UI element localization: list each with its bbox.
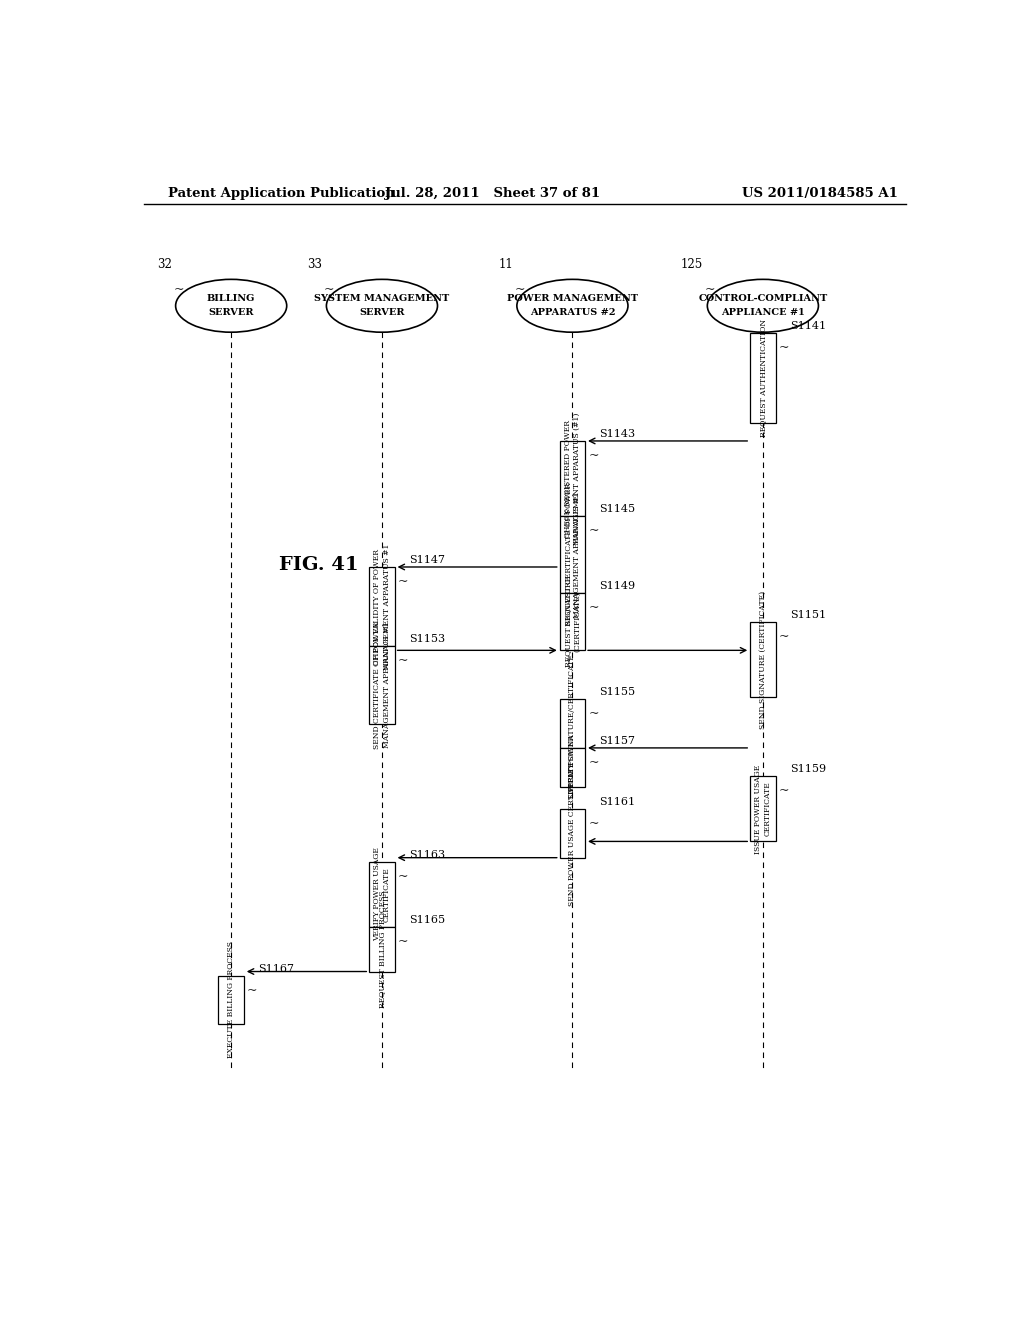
- Text: S1147: S1147: [409, 554, 445, 565]
- Text: APPLIANCE #1: APPLIANCE #1: [721, 309, 805, 317]
- Text: ~: ~: [397, 576, 409, 589]
- Text: CONTROL-COMPLIANT: CONTROL-COMPLIANT: [698, 294, 827, 304]
- FancyBboxPatch shape: [370, 568, 394, 647]
- Text: ~: ~: [397, 935, 409, 948]
- FancyBboxPatch shape: [218, 975, 244, 1024]
- Text: ~: ~: [588, 817, 599, 830]
- Text: S1153: S1153: [409, 634, 445, 644]
- Text: S1159: S1159: [790, 764, 826, 775]
- Text: S1143: S1143: [599, 429, 636, 440]
- Text: SYSTEM MANAGEMENT: SYSTEM MANAGEMENT: [314, 294, 450, 304]
- FancyBboxPatch shape: [751, 776, 775, 841]
- Text: ~: ~: [779, 630, 790, 643]
- Text: EXECUTE BILLING PROCESS: EXECUTE BILLING PROCESS: [227, 941, 236, 1059]
- Text: S1149: S1149: [599, 581, 636, 591]
- Text: SEND CERTIFICATE OF POWER
MANAGEMENT APPARATUS #1: SEND CERTIFICATE OF POWER MANAGEMENT APP…: [374, 622, 390, 748]
- Text: REQUEST SIGNATURE
(CERTIFICATE): REQUEST SIGNATURE (CERTIFICATE): [564, 577, 581, 668]
- Text: SEND SIGNATURE (CERTIFICATE): SEND SIGNATURE (CERTIFICATE): [759, 590, 767, 729]
- Text: ~: ~: [588, 524, 599, 537]
- FancyBboxPatch shape: [560, 809, 585, 858]
- Text: CHECK VALIDITY OF POWER
MANAGEMENT APPARATUS #1: CHECK VALIDITY OF POWER MANAGEMENT APPAR…: [374, 544, 390, 669]
- FancyBboxPatch shape: [560, 594, 585, 651]
- Text: REQUEST BILLING PROCESS: REQUEST BILLING PROCESS: [378, 891, 386, 1008]
- FancyBboxPatch shape: [751, 333, 775, 422]
- Text: POWER MANAGEMENT: POWER MANAGEMENT: [507, 294, 638, 304]
- Text: VERIFY POWER USAGE
CERTIFICATE: VERIFY POWER USAGE CERTIFICATE: [374, 847, 390, 941]
- Text: ~: ~: [705, 284, 716, 297]
- Text: ISSUE POWER USAGE
CERTIFICATE: ISSUE POWER USAGE CERTIFICATE: [755, 764, 771, 854]
- Text: 33: 33: [307, 259, 323, 271]
- Text: ~: ~: [324, 284, 335, 297]
- Text: REQUEST AUTHENTICATION: REQUEST AUTHENTICATION: [759, 319, 767, 437]
- Text: VERIFY SIGNATURE/CERTIFICATE: VERIFY SIGNATURE/CERTIFICATE: [568, 655, 577, 793]
- Text: ~: ~: [514, 284, 525, 297]
- Text: S1167: S1167: [258, 964, 294, 974]
- Text: Jul. 28, 2011   Sheet 37 of 81: Jul. 28, 2011 Sheet 37 of 81: [385, 187, 601, 199]
- Text: S1161: S1161: [599, 797, 636, 807]
- Text: CHECK REGISTERED POWER
MANAGEMENT APPARATUS (#1): CHECK REGISTERED POWER MANAGEMENT APPARA…: [564, 412, 581, 545]
- Text: S1141: S1141: [790, 321, 826, 331]
- FancyBboxPatch shape: [560, 748, 585, 787]
- Text: S1163: S1163: [409, 850, 445, 859]
- Text: ~: ~: [779, 784, 790, 797]
- FancyBboxPatch shape: [560, 516, 585, 594]
- Text: ~: ~: [588, 708, 599, 721]
- FancyBboxPatch shape: [560, 441, 585, 516]
- Text: FIG. 41: FIG. 41: [279, 556, 358, 574]
- FancyBboxPatch shape: [370, 862, 394, 927]
- Text: ~: ~: [588, 602, 599, 615]
- FancyBboxPatch shape: [370, 647, 394, 723]
- Text: SUPPLY POWER: SUPPLY POWER: [568, 735, 577, 800]
- Text: APPARATUS #2: APPARATUS #2: [529, 309, 615, 317]
- Text: 32: 32: [157, 259, 172, 271]
- Text: ~: ~: [779, 342, 790, 354]
- Text: ~: ~: [588, 449, 599, 462]
- Text: SEND POWER USAGE CERTIFICATE: SEND POWER USAGE CERTIFICATE: [568, 760, 577, 906]
- Text: ~: ~: [397, 870, 409, 883]
- Text: S1145: S1145: [599, 504, 636, 515]
- FancyBboxPatch shape: [560, 700, 585, 748]
- Text: S1151: S1151: [790, 610, 826, 620]
- Text: ~: ~: [588, 756, 599, 770]
- Text: 11: 11: [498, 259, 513, 271]
- Text: S1155: S1155: [599, 688, 636, 697]
- Text: US 2011/0184585 A1: US 2011/0184585 A1: [742, 187, 898, 199]
- Text: S1157: S1157: [599, 735, 636, 746]
- Text: ~: ~: [247, 983, 258, 997]
- Text: 125: 125: [681, 259, 703, 271]
- Text: ~: ~: [397, 655, 409, 668]
- Text: S1165: S1165: [409, 915, 445, 925]
- Text: SERVER: SERVER: [209, 309, 254, 317]
- Text: Patent Application Publication: Patent Application Publication: [168, 187, 394, 199]
- Text: SERVER: SERVER: [359, 309, 404, 317]
- FancyBboxPatch shape: [751, 622, 775, 697]
- FancyBboxPatch shape: [370, 927, 394, 972]
- Text: BILLING: BILLING: [207, 294, 255, 304]
- Text: ~: ~: [173, 284, 183, 297]
- Text: REQUEST CERTIFICATE OF POWER
MANAGEMENT APPARATUS #1: REQUEST CERTIFICATE OF POWER MANAGEMENT …: [564, 483, 581, 627]
